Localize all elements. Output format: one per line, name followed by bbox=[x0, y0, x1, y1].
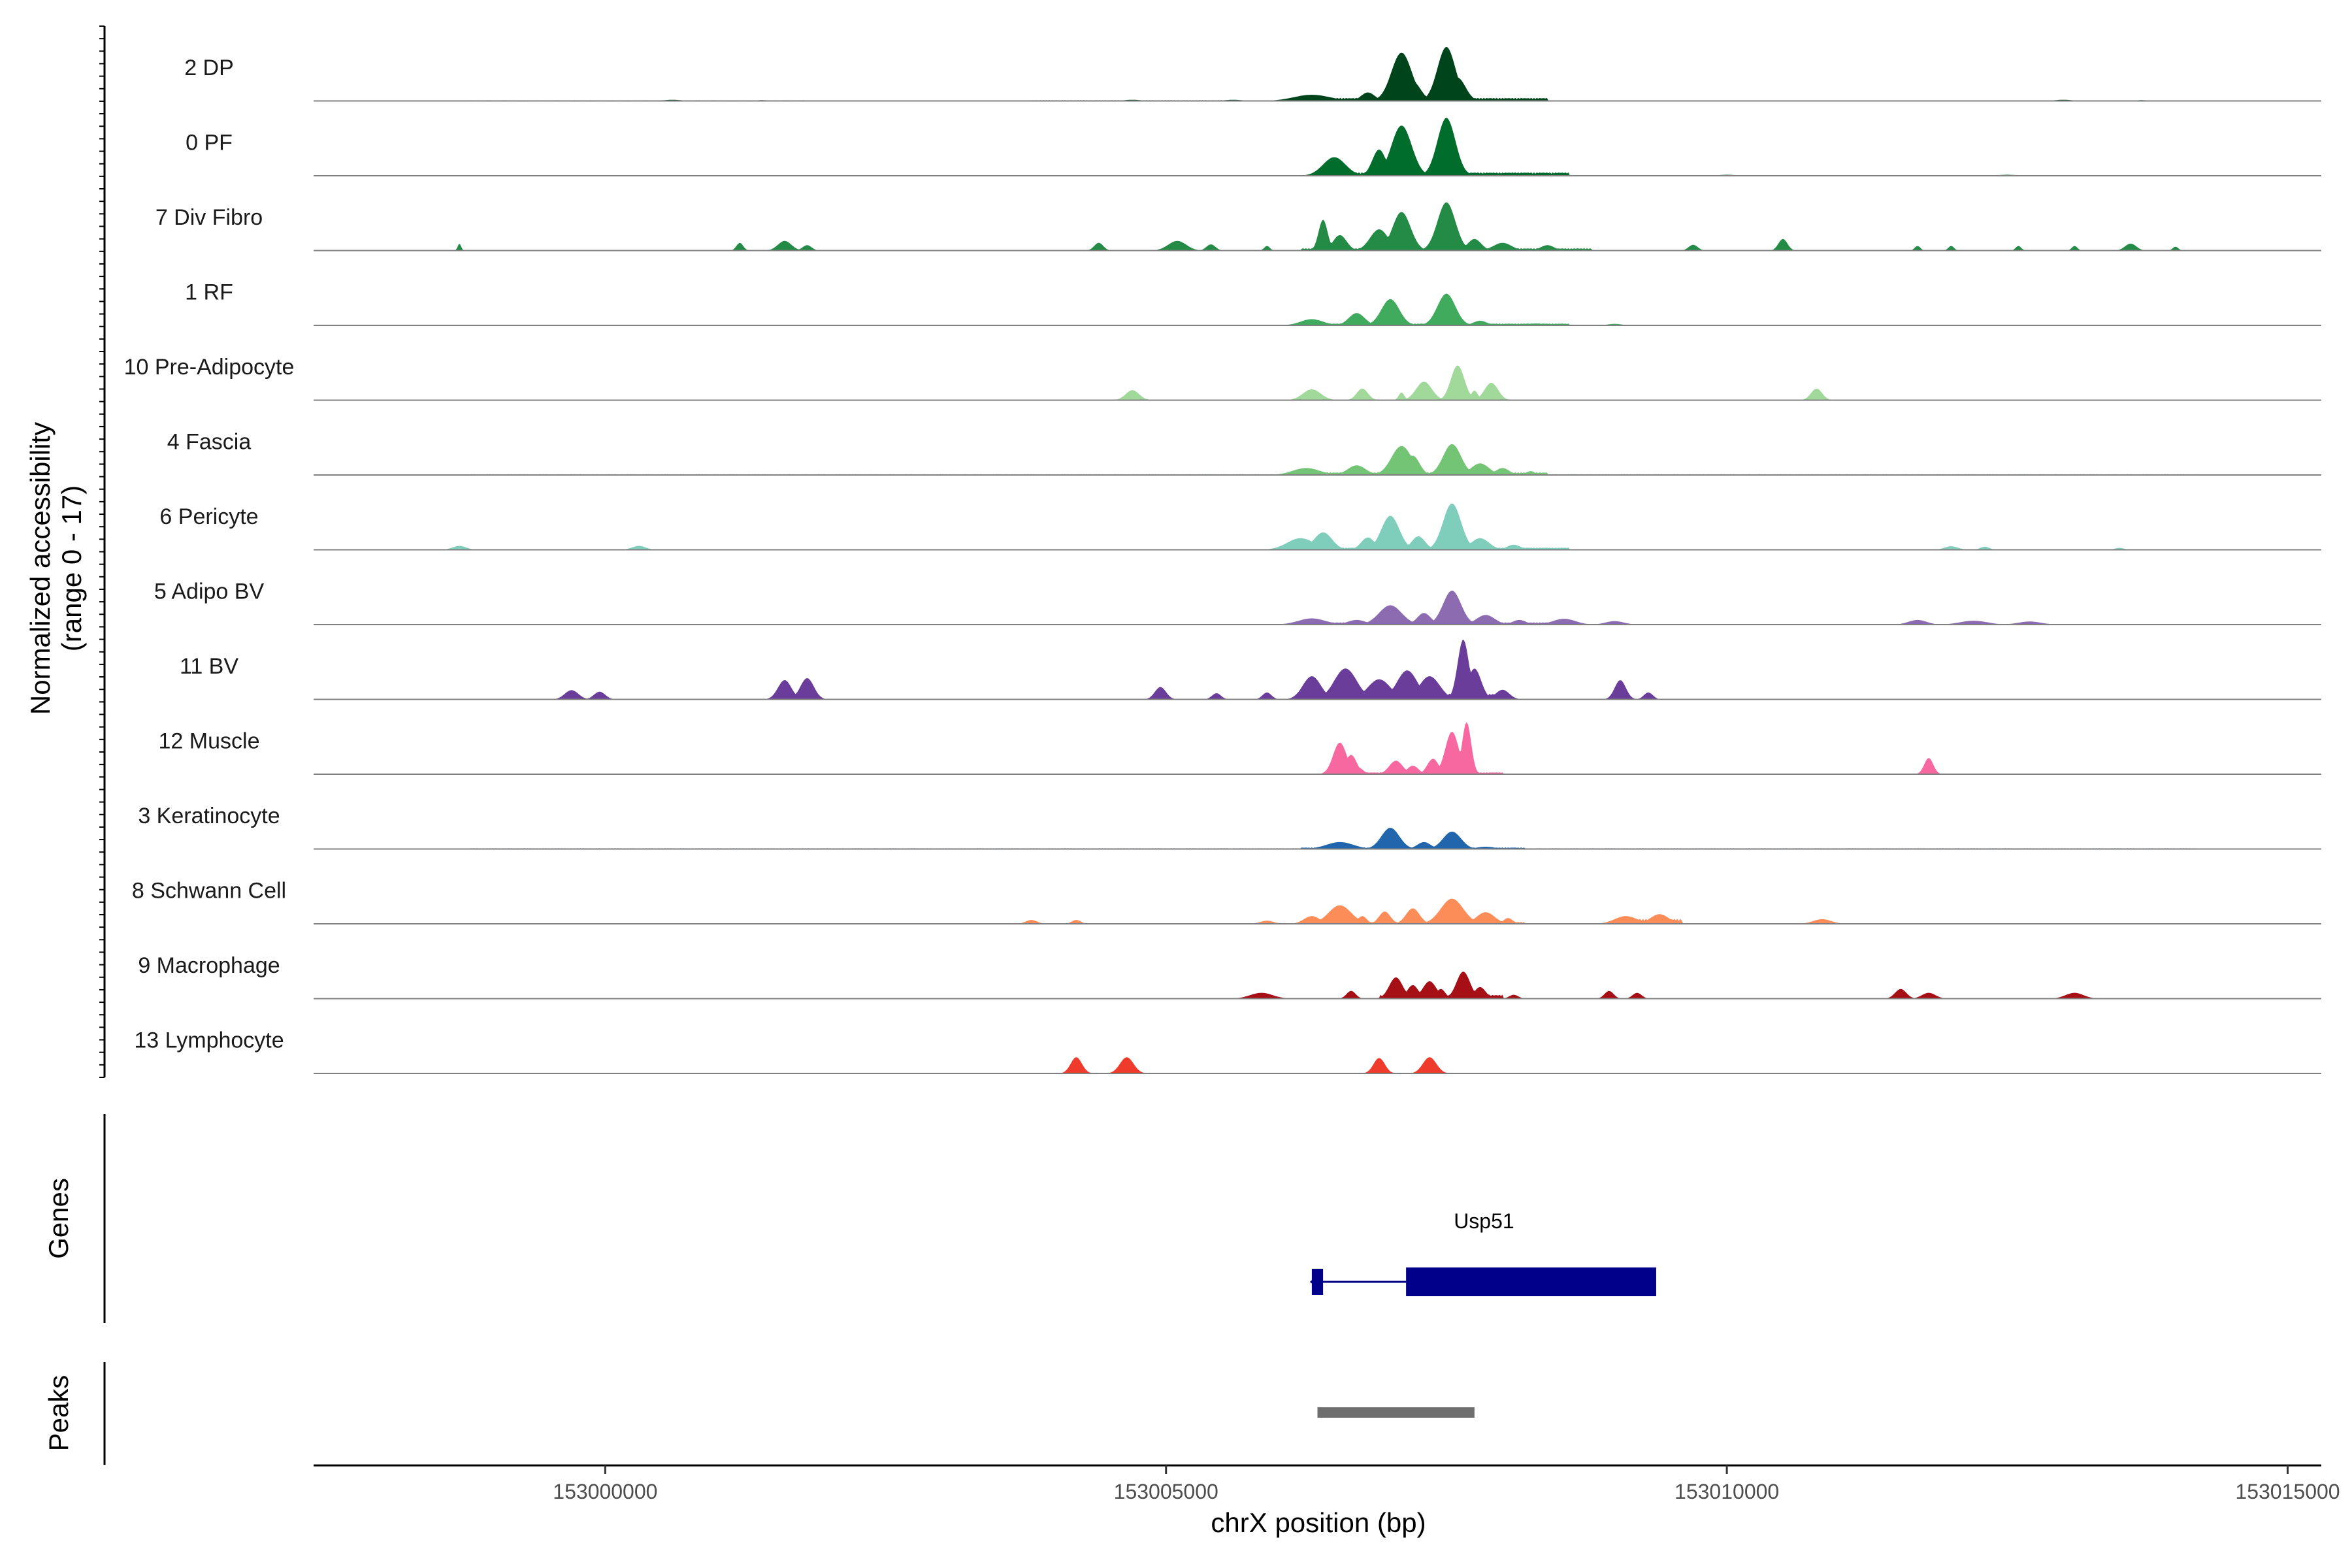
track-label: 2 DP bbox=[184, 56, 234, 80]
track-label: 10 Pre-Adipocyte bbox=[124, 355, 295, 380]
track-label: 0 PF bbox=[186, 131, 233, 155]
track-label: 12 Muscle bbox=[159, 729, 260, 754]
x-tick-label: 153005000 bbox=[1114, 1480, 1218, 1503]
track-label: 3 Keratinocyte bbox=[138, 804, 280, 828]
track-label: 11 BV bbox=[180, 654, 238, 679]
track-area-8-schwann-cell bbox=[314, 898, 2321, 924]
coverage-y-axis bbox=[99, 25, 106, 1078]
track-label: 4 Fascia bbox=[167, 430, 252, 455]
y-axis-subtitle: (range 0 - 17) bbox=[56, 485, 87, 651]
track-area-7-div-fibro bbox=[314, 202, 2321, 251]
genes-panel-label: Genes bbox=[43, 1178, 74, 1259]
peaks-panel-label: Peaks bbox=[43, 1375, 74, 1452]
track-area-10-pre-adipocyte bbox=[314, 365, 2321, 400]
track-area-11-bv bbox=[314, 640, 2321, 700]
peaks-panel bbox=[1317, 1407, 1475, 1418]
track-label: 9 Macrophage bbox=[138, 953, 280, 978]
x-tick-label: 153010000 bbox=[1674, 1480, 1779, 1503]
accessibility-tracks: 2 DP 0 PF 7 Div Fibro 1 RF 10 Pre-Adipocyte 4… bbox=[124, 46, 2321, 1074]
track-label: 5 Adipo BV bbox=[154, 580, 265, 604]
gene-annotation-panel: Usp51 bbox=[1309, 1209, 1656, 1296]
peak-region bbox=[1317, 1407, 1475, 1418]
track-label: 8 Schwann Cell bbox=[132, 879, 286, 904]
gene-name-label: Usp51 bbox=[1454, 1209, 1514, 1233]
x-axis: 153000000 153005000 153010000 153015000 bbox=[314, 1464, 2340, 1503]
track-label: 1 RF bbox=[185, 280, 233, 305]
gene-strand-arrow bbox=[1309, 1273, 1322, 1291]
track-area-6-pericyte bbox=[314, 503, 2321, 550]
x-axis-title: chrX position (bp) bbox=[1211, 1507, 1426, 1538]
y-axis-title: Normalized accessibility bbox=[25, 422, 56, 715]
track-label: 13 Lymphocyte bbox=[134, 1028, 284, 1053]
gene-exon-large bbox=[1406, 1267, 1656, 1296]
x-tick-label: 153000000 bbox=[553, 1480, 657, 1503]
track-label: 6 Pericyte bbox=[159, 504, 258, 529]
x-tick-label: 153015000 bbox=[2235, 1480, 2340, 1503]
track-label: 7 Div Fibro bbox=[155, 205, 263, 230]
